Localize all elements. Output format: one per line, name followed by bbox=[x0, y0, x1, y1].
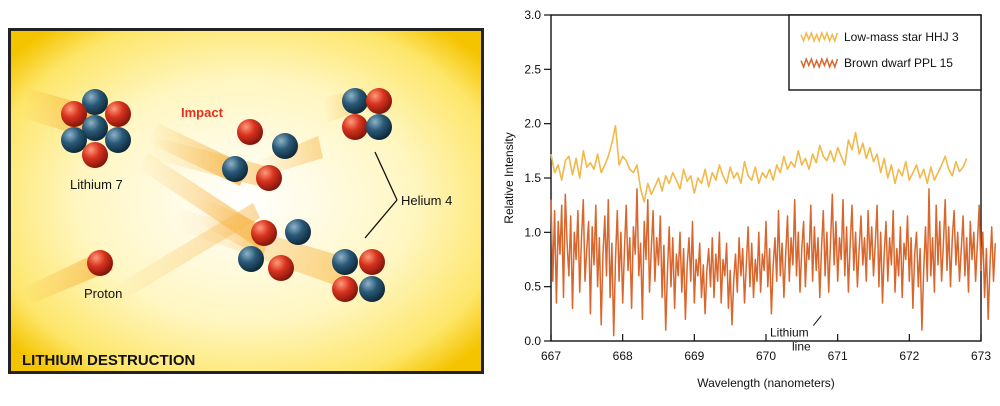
neutron-particle bbox=[366, 114, 392, 140]
impact-label: Impact bbox=[181, 105, 224, 120]
proton-particle bbox=[256, 165, 282, 191]
y-tick-label: 2.0 bbox=[524, 117, 541, 131]
proton-particle bbox=[332, 276, 358, 302]
lithium-line-pointer bbox=[812, 315, 822, 326]
neutron-particle bbox=[105, 127, 131, 153]
proton-particle bbox=[251, 220, 277, 246]
y-tick-label: 2.5 bbox=[524, 62, 541, 76]
neutron-particle bbox=[342, 88, 368, 114]
diagram-title: LITHIUM DESTRUCTION bbox=[22, 352, 195, 369]
proton-label: Proton bbox=[84, 286, 122, 301]
series-line-low-mass-star bbox=[550, 125, 968, 203]
legend-entry: Low-mass star HHJ 3 bbox=[844, 30, 959, 44]
helium4-pointers bbox=[364, 151, 398, 239]
proton-particle bbox=[237, 119, 263, 145]
nuclei bbox=[61, 88, 392, 302]
spectrum-chart: 667 668 669 670 671 672 673 0.0 0.5 1.0 1.5 2.0 2.5 3… bbox=[496, 0, 1000, 401]
y-tick-label: 0.5 bbox=[524, 280, 541, 294]
lithium-destruction-diagram: Impact Lithium 7 Helium 4 Proton LITHIUM… bbox=[8, 28, 484, 374]
x-tick-label: 673 bbox=[971, 349, 991, 363]
neutron-particle bbox=[82, 89, 108, 115]
proton-particle bbox=[82, 142, 108, 168]
neutron-particle bbox=[272, 133, 298, 159]
diagram-canvas: Impact Lithium 7 Helium 4 Proton LITHIUM… bbox=[8, 28, 484, 374]
y-tick-label: 1.0 bbox=[524, 225, 541, 239]
series-line-brown-dwarf bbox=[550, 188, 997, 337]
lithium7-label: Lithium 7 bbox=[70, 177, 123, 192]
legend-entry: Brown dwarf PPL 15 bbox=[844, 56, 953, 70]
proton-particle bbox=[366, 88, 392, 114]
x-tick-label: 671 bbox=[828, 349, 848, 363]
neutron-particle bbox=[222, 156, 248, 182]
proton-particle bbox=[268, 255, 294, 281]
lithium-line-annotation-1: Lithium bbox=[770, 326, 809, 340]
y-tick-label: 0.0 bbox=[524, 334, 541, 348]
x-tick-label: 669 bbox=[684, 349, 704, 363]
y-axis-label: Relative Intensity bbox=[502, 132, 516, 223]
neutron-particle bbox=[238, 246, 264, 272]
x-tick-label: 672 bbox=[899, 349, 919, 363]
proton-particle bbox=[342, 114, 368, 140]
neutron-particle bbox=[285, 219, 311, 245]
y-tick-label: 3.0 bbox=[524, 8, 541, 22]
legend-box bbox=[788, 14, 982, 91]
helium4-label: Helium 4 bbox=[401, 193, 452, 208]
proton-particle bbox=[87, 250, 113, 276]
neutron-particle bbox=[332, 249, 358, 275]
chart-canvas: 667 668 669 670 671 672 673 0.0 0.5 1.0 1.5 2.0 2.5 3… bbox=[502, 8, 997, 390]
y-tick-label: 1.5 bbox=[524, 171, 541, 185]
legend-swatch bbox=[800, 30, 839, 44]
x-tick-label: 668 bbox=[613, 349, 633, 363]
neutron-particle bbox=[61, 127, 87, 153]
proton-particle bbox=[359, 249, 385, 275]
neutron-particle bbox=[359, 276, 385, 302]
lithium-line-annotation-2: line bbox=[792, 340, 811, 354]
neutron-particle bbox=[82, 115, 108, 141]
x-tick-label: 670 bbox=[756, 349, 776, 363]
x-axis-label: Wavelength (nanometers) bbox=[697, 376, 835, 390]
proton-particle bbox=[105, 101, 131, 127]
diagram-background bbox=[8, 28, 484, 374]
proton-particle bbox=[61, 101, 87, 127]
legend-swatch bbox=[800, 56, 839, 70]
x-tick-label: 667 bbox=[541, 349, 561, 363]
